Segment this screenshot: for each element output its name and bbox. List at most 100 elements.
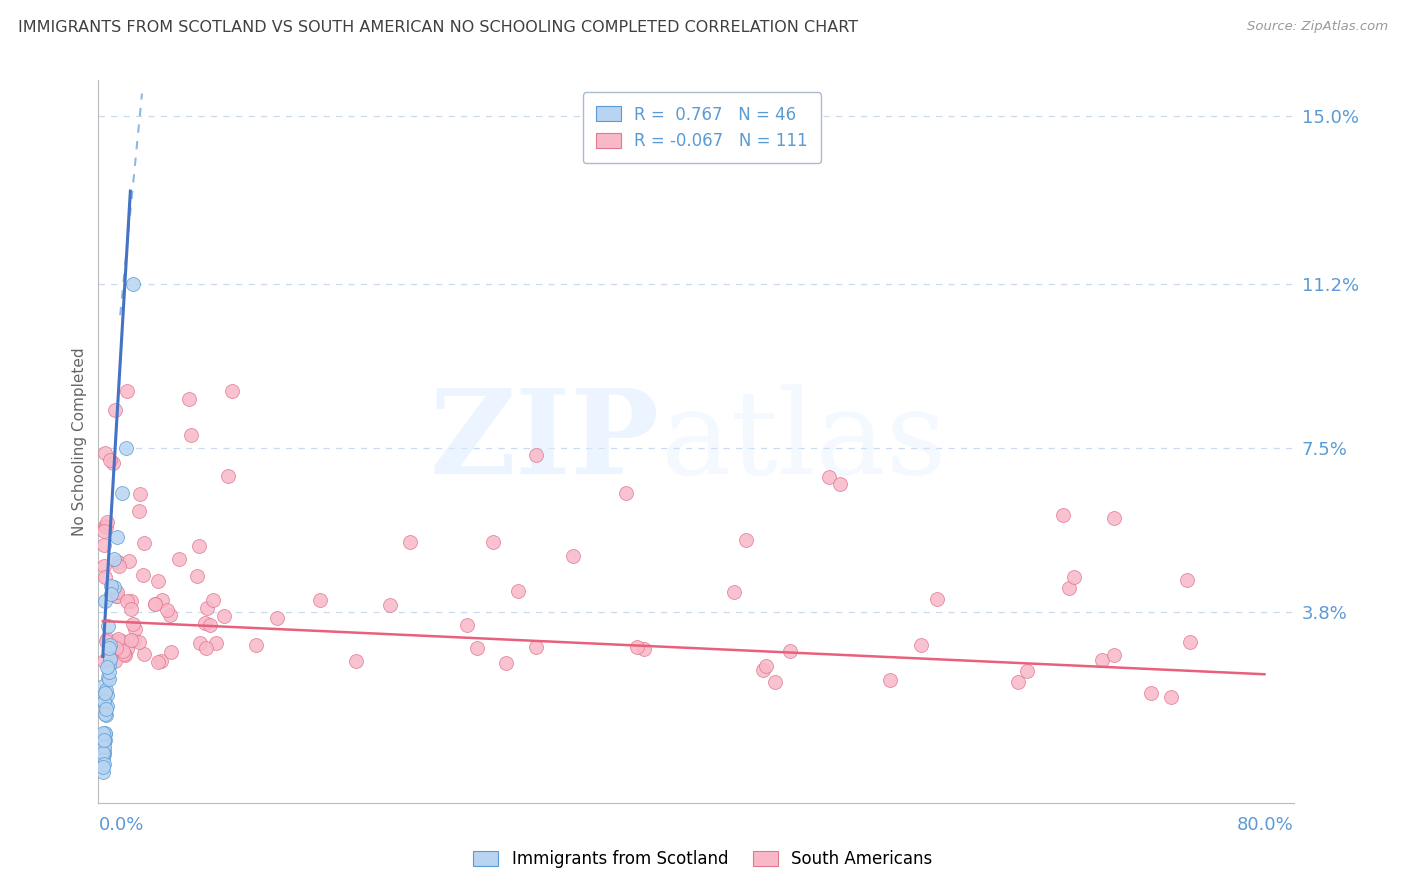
Point bbox=[763, 675, 786, 690]
Point bbox=[1091, 652, 1114, 666]
Text: 0.0%: 0.0% bbox=[98, 816, 143, 834]
Point bbox=[146, 655, 169, 669]
Point bbox=[97, 640, 120, 655]
Point bbox=[93, 757, 115, 772]
Point bbox=[107, 632, 129, 646]
Point bbox=[149, 655, 172, 669]
Point bbox=[1178, 635, 1201, 649]
Point bbox=[128, 504, 150, 518]
Point bbox=[91, 725, 114, 739]
Point bbox=[195, 640, 218, 655]
Y-axis label: No Schooling Completed: No Schooling Completed bbox=[72, 347, 87, 536]
Text: ZIP: ZIP bbox=[430, 384, 661, 499]
Point bbox=[96, 515, 118, 529]
Point bbox=[221, 384, 243, 398]
Point bbox=[101, 456, 124, 470]
Point bbox=[96, 698, 118, 713]
Point bbox=[562, 549, 585, 563]
Point bbox=[112, 644, 135, 658]
Point bbox=[180, 428, 202, 442]
Point bbox=[1160, 690, 1182, 704]
Point bbox=[115, 641, 138, 656]
Point bbox=[104, 403, 127, 417]
Point bbox=[96, 702, 118, 716]
Point bbox=[1052, 508, 1074, 523]
Point bbox=[107, 558, 129, 573]
Point bbox=[93, 744, 115, 758]
Point bbox=[93, 524, 115, 539]
Point bbox=[94, 594, 117, 608]
Point bbox=[128, 634, 150, 648]
Point bbox=[177, 392, 200, 406]
Point bbox=[614, 485, 637, 500]
Point bbox=[1063, 570, 1085, 584]
Point bbox=[465, 641, 488, 656]
Point bbox=[156, 603, 179, 617]
Point bbox=[96, 682, 118, 697]
Point bbox=[100, 579, 122, 593]
Point bbox=[910, 638, 932, 652]
Point bbox=[94, 706, 117, 721]
Point bbox=[752, 663, 775, 677]
Point bbox=[245, 638, 267, 652]
Point bbox=[723, 585, 745, 599]
Point bbox=[100, 453, 122, 467]
Text: atlas: atlas bbox=[661, 384, 946, 499]
Point bbox=[266, 611, 288, 625]
Point bbox=[378, 598, 401, 612]
Point bbox=[93, 538, 115, 552]
Point bbox=[879, 673, 901, 687]
Point bbox=[94, 686, 117, 700]
Text: IMMIGRANTS FROM SCOTLAND VS SOUTH AMERICAN NO SCHOOLING COMPLETED CORRELATION CH: IMMIGRANTS FROM SCOTLAND VS SOUTH AMERIC… bbox=[18, 20, 859, 35]
Point bbox=[104, 589, 127, 603]
Point bbox=[107, 555, 129, 569]
Point bbox=[105, 585, 128, 599]
Point bbox=[132, 647, 155, 661]
Point bbox=[214, 608, 236, 623]
Point bbox=[309, 593, 332, 607]
Point bbox=[91, 741, 114, 756]
Point bbox=[93, 739, 115, 754]
Point bbox=[145, 597, 167, 611]
Point bbox=[399, 535, 422, 549]
Point bbox=[633, 641, 655, 656]
Point bbox=[817, 469, 839, 483]
Point bbox=[94, 519, 117, 533]
Point bbox=[94, 726, 117, 740]
Point bbox=[97, 665, 120, 680]
Point bbox=[132, 535, 155, 549]
Point bbox=[114, 648, 136, 662]
Point bbox=[120, 632, 142, 647]
Point bbox=[97, 670, 120, 684]
Point bbox=[94, 727, 117, 741]
Point bbox=[114, 647, 136, 661]
Point bbox=[524, 640, 547, 654]
Point bbox=[482, 534, 505, 549]
Point bbox=[103, 552, 125, 566]
Point bbox=[93, 559, 115, 574]
Point bbox=[1015, 664, 1038, 678]
Point bbox=[1057, 581, 1080, 595]
Point bbox=[205, 636, 228, 650]
Point bbox=[96, 660, 118, 674]
Point bbox=[93, 735, 115, 749]
Point bbox=[779, 644, 801, 658]
Point bbox=[344, 654, 367, 668]
Point bbox=[121, 616, 143, 631]
Point bbox=[195, 601, 218, 615]
Point bbox=[626, 640, 648, 654]
Point bbox=[167, 551, 190, 566]
Point bbox=[103, 584, 125, 599]
Point bbox=[190, 636, 212, 650]
Point bbox=[132, 568, 155, 582]
Point bbox=[105, 633, 128, 648]
Point bbox=[105, 530, 128, 544]
Point bbox=[93, 695, 115, 709]
Point bbox=[93, 747, 115, 761]
Point bbox=[97, 658, 120, 673]
Point bbox=[124, 622, 146, 636]
Point bbox=[200, 618, 222, 632]
Point bbox=[202, 593, 225, 607]
Point bbox=[115, 441, 138, 455]
Point bbox=[1007, 675, 1029, 690]
